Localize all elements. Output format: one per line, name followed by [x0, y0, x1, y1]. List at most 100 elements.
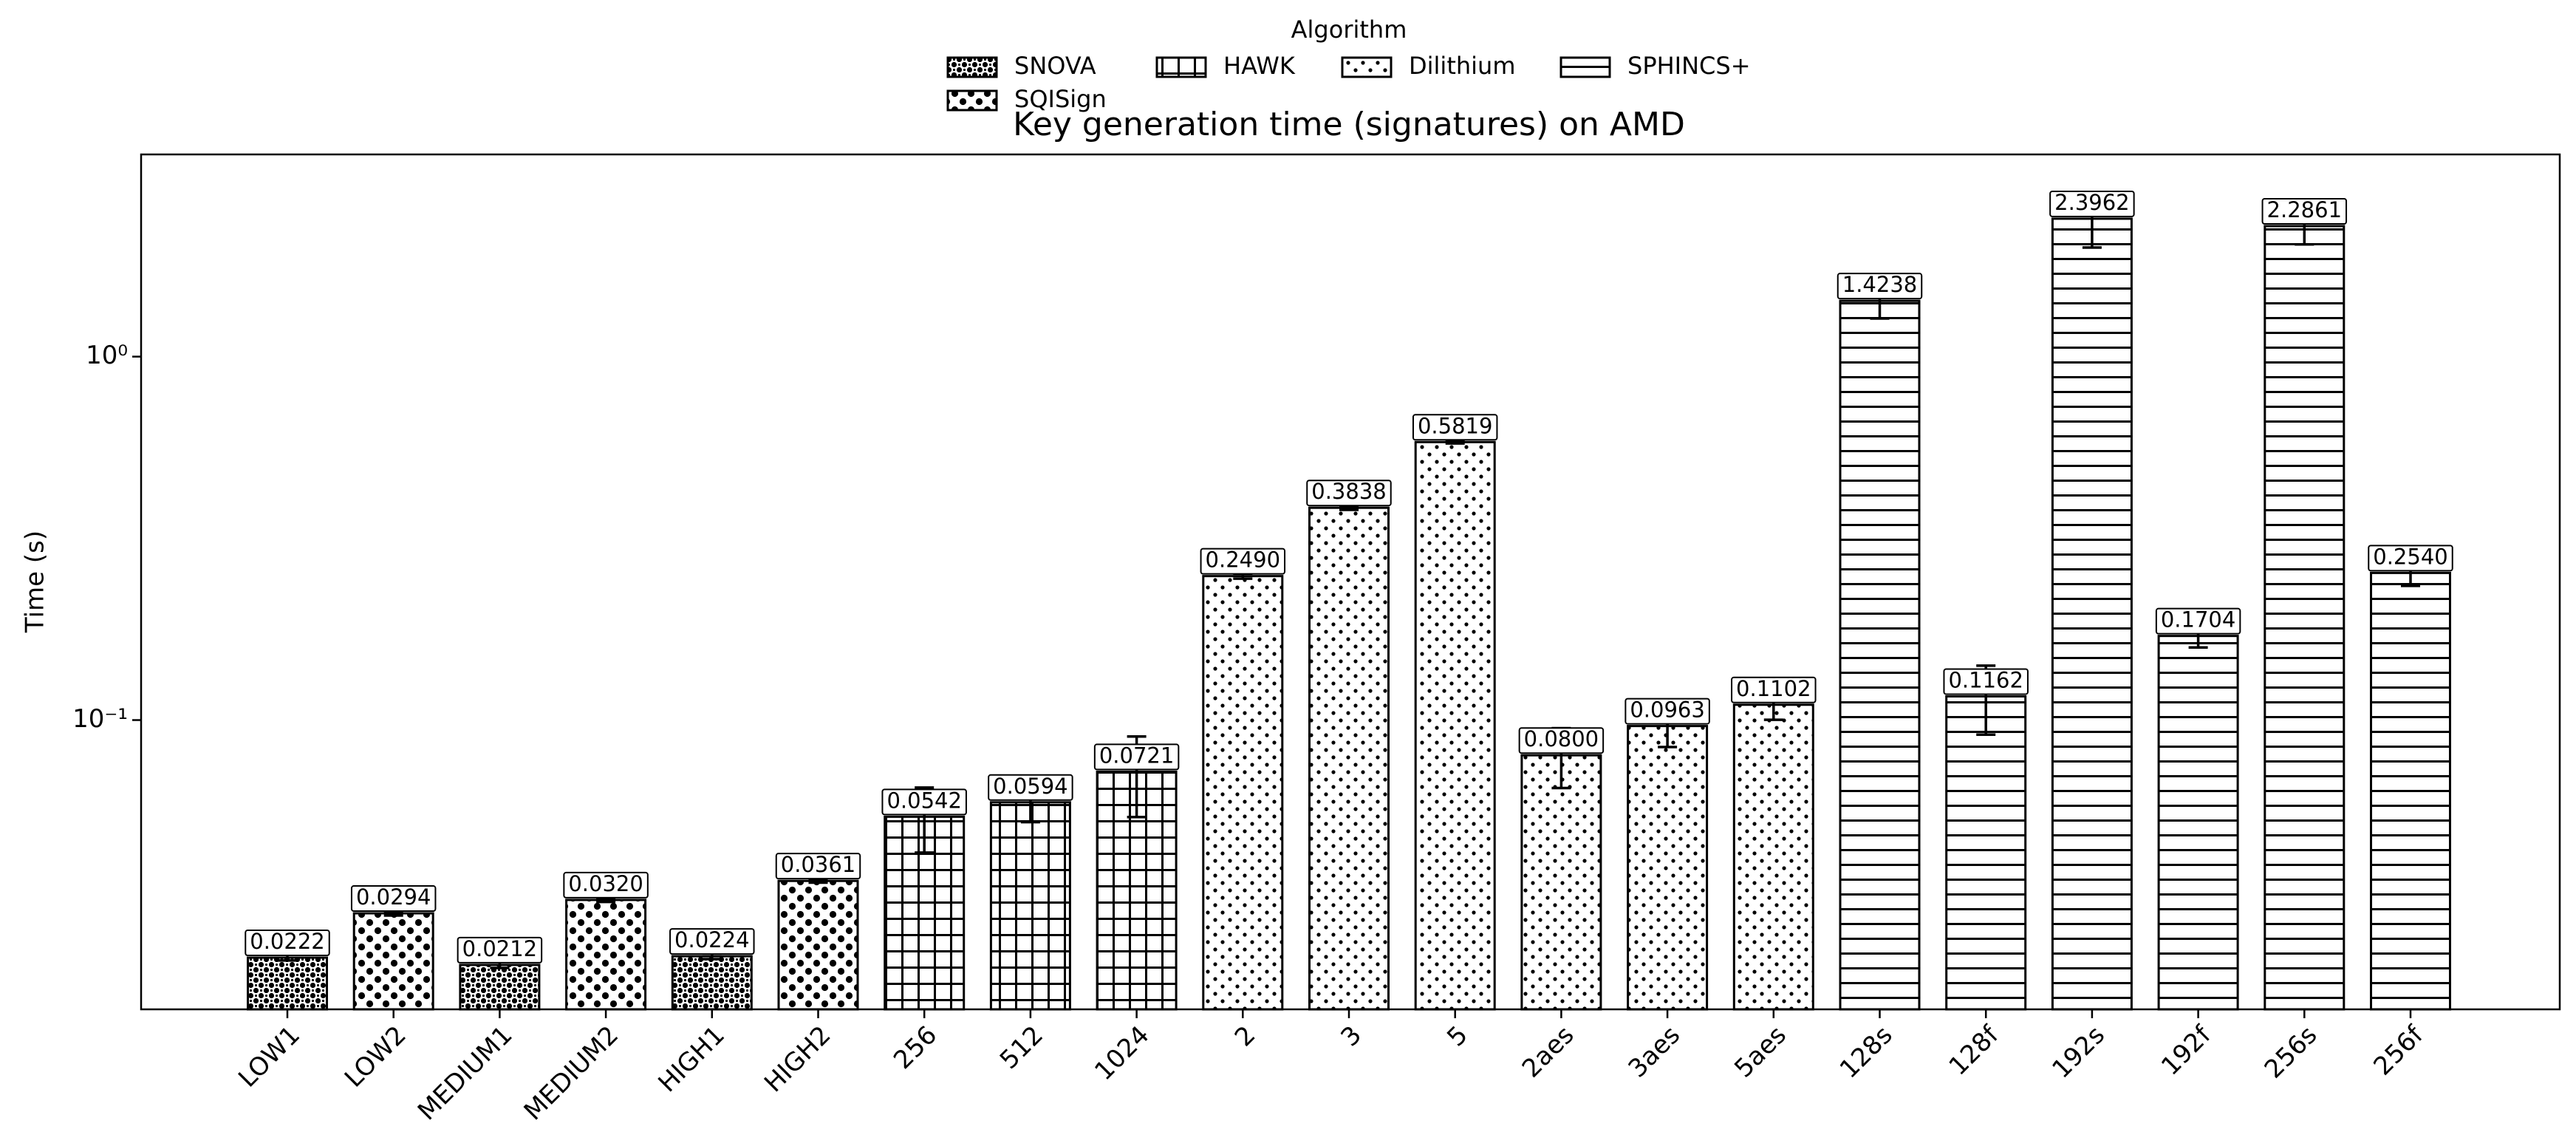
- x-tick-label: 2aes: [1517, 1020, 1580, 1084]
- value-label-box: [1093, 743, 1180, 771]
- x-tick-label: 192f: [2156, 1020, 2217, 1081]
- value-label: 0.1102: [1736, 676, 1811, 701]
- value-label-box: [1412, 414, 1498, 441]
- bar: [1414, 440, 1496, 1011]
- value-label: 2.3962: [2054, 190, 2129, 215]
- error-bar: [1445, 439, 1465, 445]
- value-label-box: [563, 871, 649, 899]
- bar: [989, 801, 1071, 1011]
- value-label: 0.5819: [1418, 413, 1492, 438]
- value-label: 0.0594: [993, 774, 1067, 799]
- value-label-box: [881, 788, 967, 816]
- legend-label: Dilithium: [1409, 52, 1515, 80]
- y-axis-label: Time (s): [21, 531, 50, 633]
- bar: [565, 899, 647, 1011]
- value-label: 2.2861: [2267, 197, 2342, 222]
- bar: [2157, 635, 2239, 1011]
- x-tick-label: 128s: [1834, 1020, 1899, 1085]
- x-tick-label: 256: [888, 1020, 943, 1075]
- y-tick-label: 10⁻¹: [72, 704, 128, 734]
- bar: [2051, 217, 2133, 1011]
- bar: [1732, 703, 1814, 1011]
- value-label-box: [2261, 198, 2348, 225]
- y-tick-label: 10⁰: [86, 341, 128, 370]
- x-tick-label: 512: [994, 1020, 1049, 1075]
- bar: [671, 955, 753, 1011]
- value-label-box: [1306, 480, 1392, 507]
- x-tick-label: 3aes: [1623, 1020, 1687, 1084]
- value-label-box: [350, 885, 437, 913]
- value-label: 0.0361: [781, 852, 855, 877]
- x-tick-label: HIGH2: [759, 1020, 836, 1098]
- bar: [1202, 575, 1284, 1011]
- value-label-box: [245, 930, 330, 957]
- legend-label: SNOVA: [1014, 52, 1096, 80]
- legend-item: Dilithium: [1341, 52, 1515, 80]
- value-label: 0.0721: [1099, 743, 1174, 768]
- legend-label: SQISign: [1014, 85, 1107, 113]
- value-label: 0.0294: [356, 884, 431, 910]
- value-label-box: [775, 853, 861, 880]
- value-label-box: [2368, 545, 2453, 572]
- x-tick-label: 1024: [1089, 1020, 1155, 1086]
- chart-title: Key generation time (signatures) on AMD: [1013, 106, 1685, 143]
- legend-title: Algorithm: [1291, 16, 1407, 44]
- value-label: 0.0224: [674, 927, 749, 952]
- x-tick-label: 256f: [2368, 1020, 2429, 1081]
- value-label: 0.2540: [2373, 544, 2447, 569]
- value-label: 0.0320: [568, 871, 643, 896]
- bar: [1839, 299, 1921, 1011]
- value-label: 0.3838: [1311, 479, 1386, 504]
- value-label: 0.1704: [2161, 607, 2235, 633]
- bar: [352, 912, 434, 1011]
- bar: [247, 956, 328, 1011]
- value-label: 0.0212: [462, 936, 537, 961]
- x-tick-label: 5aes: [1729, 1020, 1792, 1084]
- legend-label: HAWK: [1223, 52, 1296, 80]
- bar: [1520, 754, 1602, 1011]
- x-tick-label: 5: [1441, 1020, 1474, 1053]
- bar: [459, 964, 541, 1011]
- value-label-box: [1731, 676, 1817, 703]
- bar: [777, 879, 859, 1011]
- legend-swatch: [1155, 56, 1207, 78]
- legend-swatch: [946, 56, 998, 78]
- bar: [2264, 225, 2346, 1011]
- value-label: 0.0222: [250, 929, 324, 954]
- legend-label: SPHINCS+: [1627, 52, 1751, 80]
- x-tick-label: 2: [1229, 1020, 1262, 1053]
- bar: [2370, 571, 2451, 1011]
- value-label: 1.4238: [1842, 272, 1917, 297]
- legend-swatch: [1341, 56, 1393, 78]
- bar: [1945, 695, 2027, 1011]
- value-label-box: [1200, 548, 1286, 575]
- x-tick-label: 128f: [1944, 1020, 2005, 1081]
- x-tick-label: LOW1: [233, 1020, 306, 1094]
- value-label-box: [2155, 607, 2241, 635]
- value-label: 0.0963: [1630, 698, 1704, 723]
- legend-swatch: [1559, 56, 1611, 78]
- bar: [1308, 506, 1390, 1011]
- legend-item: HAWK: [1155, 52, 1296, 80]
- legend-swatch: [946, 89, 998, 112]
- value-label-box: [1624, 698, 1710, 725]
- x-tick-label: HIGH1: [652, 1020, 730, 1098]
- value-label-box: [1837, 273, 1923, 300]
- x-tick-label: MEDIUM1: [412, 1020, 518, 1126]
- value-label-box: [1518, 727, 1605, 754]
- x-tick-label: 256s: [2259, 1020, 2323, 1085]
- legend-item: SPHINCS+: [1559, 52, 1751, 80]
- x-tick-label: 3: [1335, 1020, 1367, 1053]
- value-label: 0.0542: [886, 788, 961, 813]
- value-label-box: [988, 774, 1073, 801]
- value-label: 0.2490: [1206, 548, 1280, 573]
- value-label: 0.0800: [1524, 726, 1599, 751]
- x-tick-label: MEDIUM2: [519, 1020, 624, 1126]
- value-label: 0.1162: [1948, 667, 2023, 692]
- bar: [1627, 725, 1709, 1011]
- x-tick-label: 192s: [2046, 1020, 2111, 1085]
- value-label-box: [457, 936, 543, 964]
- x-tick-label: LOW2: [339, 1020, 412, 1094]
